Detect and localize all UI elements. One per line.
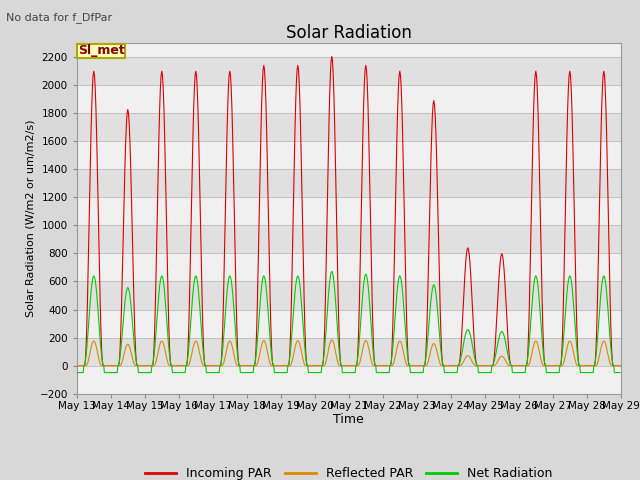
- Bar: [77, 141, 621, 169]
- Bar: [77, 197, 621, 226]
- Text: No data for f_DfPar: No data for f_DfPar: [6, 12, 113, 23]
- Bar: [77, 169, 621, 197]
- Bar: [77, 57, 621, 85]
- Bar: [77, 226, 621, 253]
- Bar: [77, 337, 621, 366]
- Bar: [77, 85, 621, 113]
- Bar: [77, 281, 621, 310]
- Y-axis label: Solar Radiation (W/m2 or um/m2/s): Solar Radiation (W/m2 or um/m2/s): [25, 120, 35, 317]
- X-axis label: Time: Time: [333, 413, 364, 426]
- Bar: [77, 366, 621, 394]
- Bar: [77, 113, 621, 141]
- Bar: [77, 310, 621, 337]
- Bar: [77, 253, 621, 281]
- Title: Solar Radiation: Solar Radiation: [286, 24, 412, 42]
- Legend: Incoming PAR, Reflected PAR, Net Radiation: Incoming PAR, Reflected PAR, Net Radiati…: [140, 462, 557, 480]
